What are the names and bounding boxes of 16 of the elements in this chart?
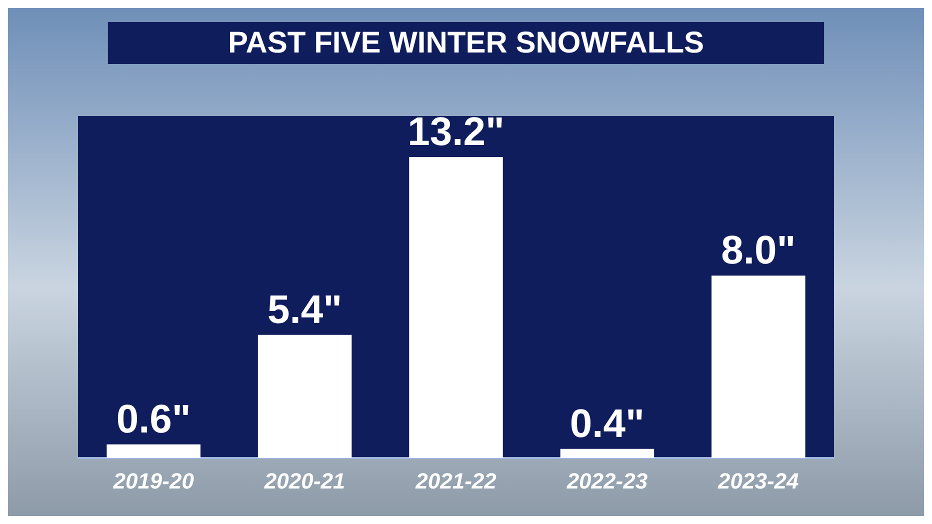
x-tick-label: 2023-24	[717, 468, 799, 494]
data-label: 5.4"	[268, 288, 342, 332]
x-tick-label: 2022-23	[566, 468, 648, 494]
data-label: 8.0"	[721, 228, 796, 273]
x-tick-label: 2020-21	[263, 468, 346, 494]
bar	[258, 334, 352, 458]
bar	[560, 448, 654, 458]
bar	[712, 276, 806, 458]
data-label: 13.2"	[408, 110, 504, 154]
x-tick-label: 2021-22	[414, 468, 498, 494]
bar	[106, 444, 200, 458]
data-label: 0.4"	[570, 402, 644, 446]
chart-title: PAST FIVE WINTER SNOWFALLS	[228, 26, 704, 60]
x-tick-label: 2019-20	[112, 468, 195, 494]
bar	[409, 157, 503, 458]
data-label: 0.6"	[116, 397, 191, 442]
